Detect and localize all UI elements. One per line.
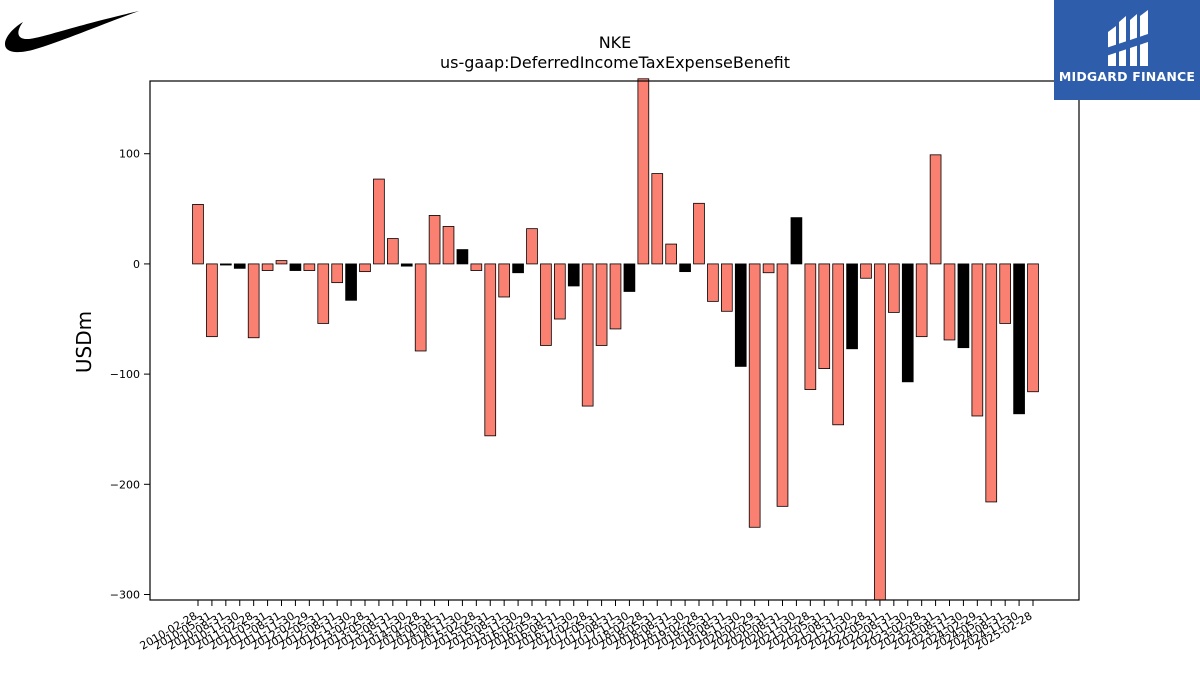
bar xyxy=(567,263,580,287)
midgard-finance-logo-icon xyxy=(1104,10,1150,70)
bar xyxy=(665,243,677,265)
bar xyxy=(456,249,469,265)
bar xyxy=(776,263,789,507)
bar xyxy=(345,263,357,301)
bar xyxy=(526,228,538,265)
bar xyxy=(261,263,274,271)
bar xyxy=(943,263,956,341)
bar xyxy=(359,263,371,273)
bar xyxy=(637,78,650,265)
bar xyxy=(762,263,775,274)
y-tick-label: 0 xyxy=(133,258,140,271)
bar xyxy=(721,263,733,312)
bar xyxy=(693,202,705,265)
bar xyxy=(846,263,858,350)
bar xyxy=(804,263,817,390)
bar xyxy=(206,263,218,338)
bar xyxy=(192,204,204,265)
bar xyxy=(498,263,510,298)
y-tick-label: −300 xyxy=(110,588,140,601)
bar xyxy=(331,263,343,284)
bar xyxy=(317,263,330,324)
chart-subtitle: us-gaap:DeferredIncomeTaxExpenseBenefit xyxy=(440,53,790,72)
bar xyxy=(1013,263,1025,415)
bar xyxy=(220,263,232,266)
bar xyxy=(400,263,413,267)
bar xyxy=(470,263,483,271)
bar xyxy=(233,263,246,269)
y-axis: 100 0 −100 −200 −300 xyxy=(110,148,150,601)
bar xyxy=(581,263,594,407)
bar xyxy=(1027,263,1039,393)
chart-title: NKE xyxy=(599,33,632,52)
bar xyxy=(832,263,844,426)
bar xyxy=(303,263,316,271)
bar xyxy=(901,263,914,383)
bar xyxy=(985,263,998,503)
plot-frame xyxy=(149,80,1080,601)
bar xyxy=(860,263,872,279)
nike-swoosh-icon xyxy=(3,4,143,58)
x-axis: 2010-02-282010-05-312010-08-312010-11-30… xyxy=(138,600,1035,653)
bar xyxy=(679,263,691,273)
bar xyxy=(484,263,497,437)
bar xyxy=(609,263,622,330)
bar xyxy=(275,260,288,265)
y-tick-label: 100 xyxy=(119,148,140,161)
bar xyxy=(512,263,524,274)
bar xyxy=(247,263,260,339)
bar xyxy=(651,173,664,265)
bar xyxy=(929,154,942,265)
bar xyxy=(623,263,636,292)
bar xyxy=(748,263,761,528)
bar xyxy=(414,263,427,352)
y-tick-label: −100 xyxy=(110,368,140,381)
bar xyxy=(874,263,886,601)
bar xyxy=(554,263,566,320)
bar xyxy=(289,263,302,271)
y-axis-label: USDm xyxy=(72,311,96,373)
bar xyxy=(595,263,608,346)
bar xyxy=(999,263,1011,324)
bar xyxy=(915,263,928,338)
bar xyxy=(707,263,719,302)
bar xyxy=(790,217,803,265)
bar xyxy=(428,215,441,265)
bar xyxy=(818,263,831,370)
bar xyxy=(957,263,970,349)
midgard-finance-logo-text: MIDGARD FINANCE xyxy=(1058,69,1196,84)
bar xyxy=(387,238,399,265)
bar xyxy=(888,263,900,313)
y-tick-label: −200 xyxy=(110,478,140,491)
bar xyxy=(373,178,385,265)
bar xyxy=(971,263,984,417)
bar xyxy=(442,226,455,265)
bars-group xyxy=(192,78,1039,601)
bar xyxy=(540,263,552,346)
bar xyxy=(734,263,747,367)
midgard-finance-logo: MIDGARD FINANCE xyxy=(1054,0,1200,100)
